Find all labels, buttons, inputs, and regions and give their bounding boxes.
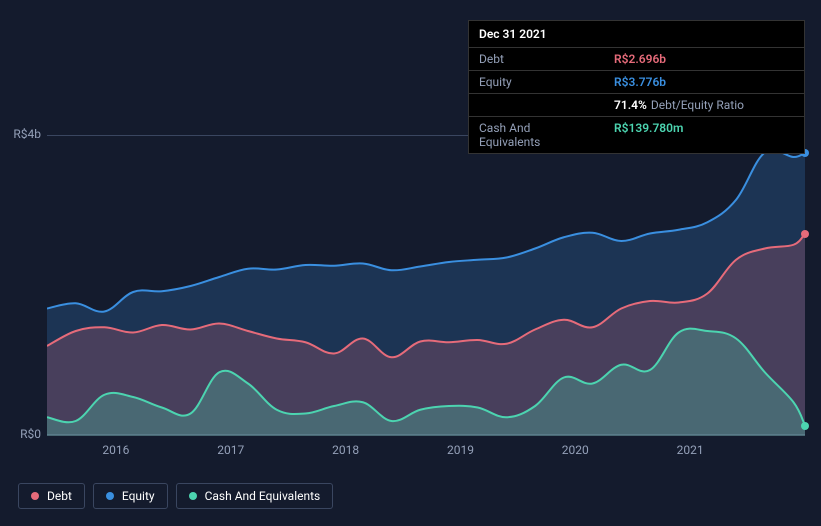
tooltip-row-value: R$2.696b — [604, 48, 676, 70]
data-tooltip: Dec 31 2021 DebtR$2.696bEquityR$3.776b71… — [468, 20, 805, 154]
legend-dot-icon — [189, 492, 197, 500]
x-axis-label: 2018 — [332, 443, 359, 457]
legend-label: Debt — [47, 489, 72, 503]
tooltip-date: Dec 31 2021 — [469, 21, 804, 48]
x-axis-label: 2021 — [677, 443, 704, 457]
chart-legend: Debt Equity Cash And Equivalents — [18, 483, 333, 509]
chart-plot-area — [47, 135, 805, 435]
tooltip-row: EquityR$3.776b — [469, 71, 804, 94]
tooltip-row-label — [469, 94, 604, 116]
tooltip-row: Cash And EquivalentsR$139.780m — [469, 117, 804, 153]
tooltip-row-value: R$139.780m — [604, 117, 693, 153]
x-axis-label: 2017 — [217, 443, 244, 457]
legend-dot-icon — [106, 492, 114, 500]
legend-item-equity[interactable]: Equity — [93, 483, 168, 509]
y-axis-label: R$0 — [0, 427, 41, 441]
tooltip-row-value: R$3.776b — [604, 71, 676, 93]
legend-label: Cash And Equivalents — [205, 489, 321, 503]
tooltip-row-extra: Debt/Equity Ratio — [651, 98, 744, 112]
legend-item-debt[interactable]: Debt — [18, 483, 85, 509]
x-axis-label: 2019 — [447, 443, 474, 457]
y-axis-label: R$4b — [0, 127, 41, 141]
tooltip-row-value: 71.4%Debt/Equity Ratio — [604, 94, 754, 116]
x-axis-label: 2016 — [102, 443, 129, 457]
legend-dot-icon — [31, 492, 39, 500]
tooltip-row-label: Debt — [469, 48, 604, 70]
tooltip-row: 71.4%Debt/Equity Ratio — [469, 94, 804, 117]
tooltip-row-label: Equity — [469, 71, 604, 93]
tooltip-row: DebtR$2.696b — [469, 48, 804, 71]
legend-label: Equity — [122, 489, 155, 503]
series-endpoint-dot — [801, 422, 809, 430]
legend-item-cash-and-equivalents[interactable]: Cash And Equivalents — [176, 483, 334, 509]
x-axis-label: 2020 — [562, 443, 589, 457]
tooltip-row-label: Cash And Equivalents — [469, 117, 604, 153]
area-chart-svg — [47, 136, 805, 436]
series-endpoint-dot — [801, 230, 809, 238]
